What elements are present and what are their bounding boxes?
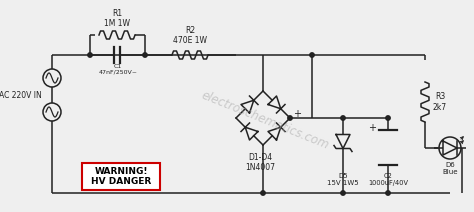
Circle shape [386, 191, 390, 195]
Text: R3
2k7: R3 2k7 [433, 92, 447, 112]
Text: electroschematics.com: electroschematics.com [199, 88, 331, 152]
Text: C2
1000uF/40V: C2 1000uF/40V [368, 173, 408, 186]
Text: D5
15V 1W5: D5 15V 1W5 [327, 173, 359, 186]
Circle shape [261, 191, 265, 195]
Text: D1-D4
1N4007: D1-D4 1N4007 [245, 153, 275, 172]
Text: C1
47nF/250V~: C1 47nF/250V~ [99, 64, 137, 75]
Text: R1
1M 1W: R1 1M 1W [104, 9, 130, 28]
Circle shape [310, 53, 314, 57]
Circle shape [386, 116, 390, 120]
Circle shape [288, 116, 292, 120]
Text: +: + [368, 123, 376, 133]
Text: D6
Blue: D6 Blue [442, 162, 458, 175]
Text: +: + [293, 109, 301, 119]
Text: R2
470E 1W: R2 470E 1W [173, 26, 207, 45]
Circle shape [143, 53, 147, 57]
FancyBboxPatch shape [82, 163, 160, 190]
Circle shape [88, 53, 92, 57]
Circle shape [341, 191, 345, 195]
Text: AC 220V IN: AC 220V IN [0, 91, 42, 99]
Text: WARNING!
HV DANGER: WARNING! HV DANGER [91, 167, 151, 186]
Circle shape [341, 116, 345, 120]
